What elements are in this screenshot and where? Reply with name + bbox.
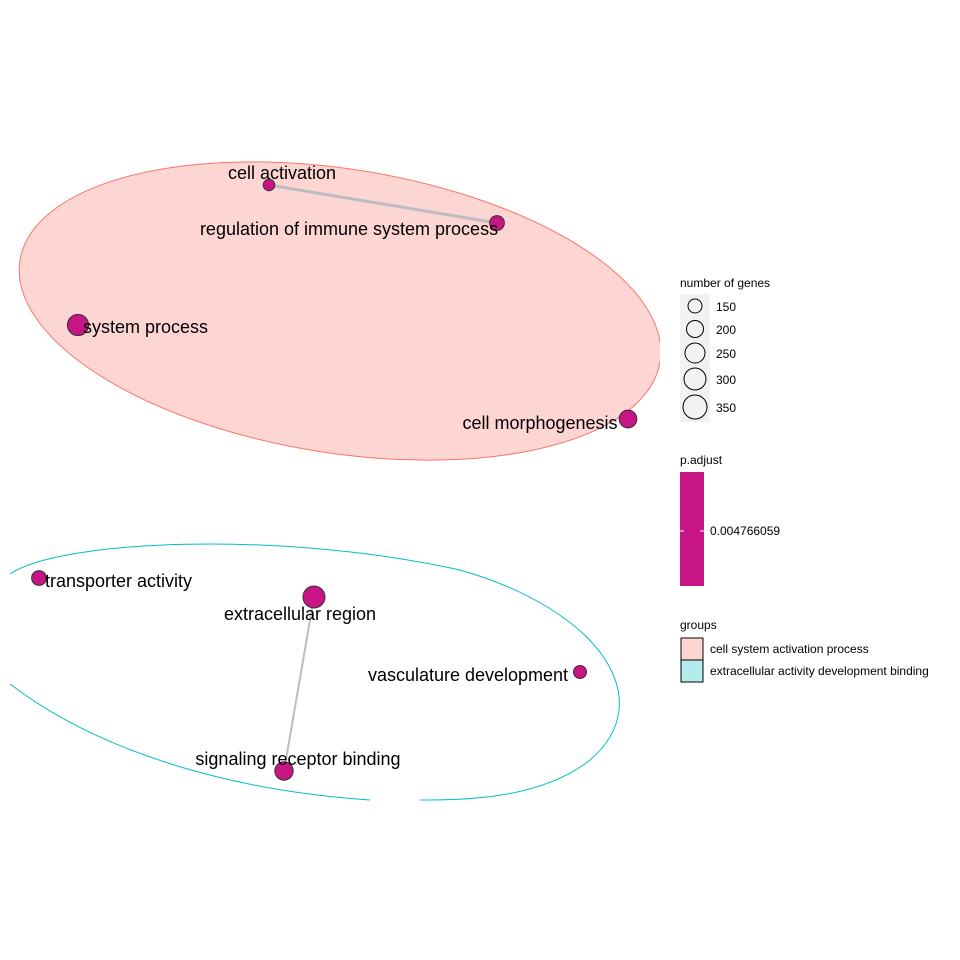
edge — [283, 596, 315, 772]
group-legend-label: extracellular activity development bindi… — [710, 664, 929, 678]
size-legend-title: number of genes — [680, 276, 770, 290]
node-label: cell activation — [228, 163, 336, 183]
node-point — [31, 570, 47, 586]
color-legend-bar — [680, 472, 704, 586]
size-legend-label: 150 — [716, 300, 736, 314]
group-hull-extracellular — [9, 543, 620, 801]
size-legend-items: 150 200 250 300 350 — [682, 298, 736, 420]
group-hulls — [9, 161, 660, 801]
node-point — [262, 178, 276, 192]
group-hull-cell-system — [18, 161, 660, 461]
edges-layer — [268, 183, 498, 772]
legend: number of genes 150 200 250 300 350 p.adjust… — [680, 276, 929, 683]
node-label: extracellular region — [224, 604, 376, 624]
color-legend-title: p.adjust — [680, 453, 723, 467]
node-label: signaling receptor binding — [195, 749, 400, 769]
node-point — [489, 215, 505, 231]
edge — [268, 183, 498, 225]
node-label: transporter activity — [45, 571, 192, 591]
color-legend-value: 0.004766059 — [710, 524, 780, 538]
group-legend-swatch — [680, 659, 704, 683]
group-legend-items: cell system activation process extracellu… — [680, 637, 929, 683]
size-legend-label: 300 — [716, 373, 736, 387]
size-legend-circle — [687, 298, 703, 314]
node-point — [618, 409, 638, 429]
size-legend-circle — [686, 320, 704, 338]
node-point — [66, 313, 90, 337]
group-legend-label: cell system activation process — [710, 642, 869, 656]
node-label: system process — [83, 317, 208, 337]
size-legend-label: 250 — [716, 347, 736, 361]
node-label: regulation of immune system process — [200, 219, 498, 239]
nodes-layer: cell activation regulation of immune syst… — [31, 163, 638, 781]
node-label: vasculature development — [368, 665, 568, 685]
node-point — [572, 664, 588, 680]
size-legend-label: 200 — [716, 323, 736, 337]
group-legend-title: groups — [680, 618, 717, 632]
size-legend-circle — [683, 367, 707, 391]
size-legend-circle — [682, 394, 708, 420]
size-legend-circle — [684, 342, 706, 364]
node-label: cell morphogenesis — [462, 413, 617, 433]
size-legend-label: 350 — [716, 401, 736, 415]
node-point — [302, 585, 326, 609]
node-point — [274, 761, 294, 781]
group-legend-swatch — [680, 637, 704, 661]
